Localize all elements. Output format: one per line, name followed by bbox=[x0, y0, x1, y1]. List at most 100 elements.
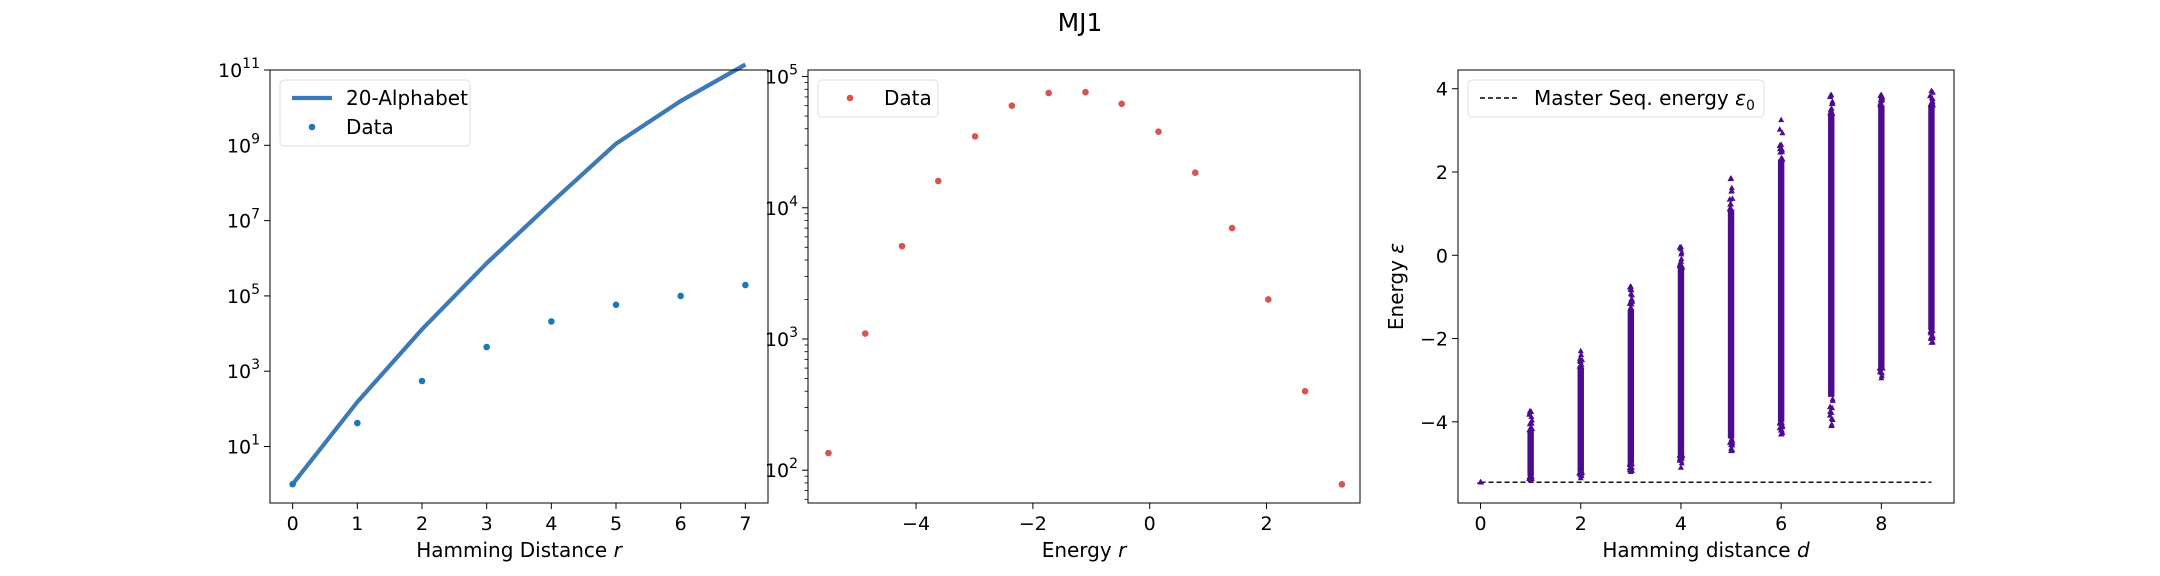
strip-point bbox=[1727, 201, 1734, 207]
strip-point bbox=[1576, 469, 1583, 476]
y-tick-label: 101 bbox=[227, 433, 260, 459]
strip-point bbox=[1729, 439, 1736, 445]
data-point bbox=[548, 318, 555, 325]
data-point bbox=[1264, 296, 1272, 303]
strip-column-d6 bbox=[1776, 116, 1786, 437]
data-point bbox=[934, 177, 942, 185]
legend-label: Data bbox=[346, 115, 394, 139]
strip-core bbox=[1777, 159, 1785, 422]
legend-box bbox=[1467, 79, 1765, 118]
strip-point bbox=[1726, 205, 1733, 212]
strip-extreme bbox=[1928, 87, 1935, 94]
strip-point bbox=[1676, 262, 1683, 269]
axes-frame bbox=[1457, 69, 1955, 504]
x-tick-label: −2 bbox=[1019, 513, 1047, 535]
data-point bbox=[289, 480, 296, 488]
strip-point bbox=[1829, 98, 1836, 104]
x-axis-label: Hamming distance d bbox=[1602, 538, 1810, 562]
data-point bbox=[742, 281, 749, 289]
y-tick-label: 2 bbox=[1436, 162, 1448, 184]
x-tick-label: 2 bbox=[1575, 513, 1587, 535]
legend-box bbox=[817, 79, 939, 118]
strip-point bbox=[1778, 419, 1785, 425]
data-point bbox=[1301, 387, 1309, 395]
data-point bbox=[1082, 88, 1089, 96]
strip-point bbox=[1678, 249, 1685, 255]
data-point bbox=[612, 301, 620, 309]
strip-core bbox=[1727, 209, 1735, 439]
x-tick-label: 0 bbox=[1144, 513, 1156, 535]
legend: 20-Alphabet Data bbox=[279, 79, 471, 147]
strip-extreme bbox=[1728, 447, 1735, 454]
y-tick-label: 103 bbox=[227, 357, 260, 383]
y-tick-label: 4 bbox=[1436, 79, 1448, 101]
data-point bbox=[1191, 169, 1199, 177]
strip-core bbox=[1577, 367, 1584, 472]
strip-core bbox=[1928, 105, 1935, 331]
strip-point bbox=[1877, 99, 1884, 105]
y-tick-label: 105 bbox=[765, 63, 798, 89]
figure-title: MJ1 bbox=[1058, 8, 1103, 37]
strip-point bbox=[1678, 455, 1685, 461]
data-point bbox=[483, 343, 490, 351]
y-tick-label: 102 bbox=[765, 456, 798, 482]
strip-column-d9 bbox=[1926, 87, 1936, 345]
strip-core bbox=[1627, 309, 1635, 464]
strip-extreme bbox=[1728, 174, 1735, 181]
strip-point bbox=[1627, 461, 1634, 468]
strip-point bbox=[1728, 184, 1735, 191]
data-point bbox=[861, 330, 869, 337]
strip-point bbox=[1728, 445, 1735, 451]
strip-extreme bbox=[1527, 408, 1534, 414]
x-tick-label: 8 bbox=[1875, 513, 1887, 535]
strip-point bbox=[1828, 107, 1835, 113]
strip-column-d7 bbox=[1826, 91, 1836, 429]
strip-point bbox=[1779, 129, 1786, 136]
legend-label: Master Seq. energy ε0 bbox=[1534, 86, 1755, 114]
strip-point bbox=[1576, 355, 1583, 361]
strip-point bbox=[1829, 416, 1836, 423]
legend-label: Data bbox=[884, 86, 932, 110]
strip-extreme bbox=[1527, 476, 1534, 483]
strip-point bbox=[1526, 420, 1533, 427]
strip-column-d0 bbox=[1477, 478, 1484, 485]
strip-extreme bbox=[1828, 422, 1835, 429]
strip-point bbox=[1627, 299, 1634, 305]
strip-column-d3 bbox=[1626, 283, 1636, 474]
strip-point bbox=[1777, 427, 1784, 433]
strip-extreme bbox=[1577, 347, 1584, 354]
strip-extreme bbox=[1677, 464, 1684, 470]
data-point bbox=[971, 133, 979, 140]
x-tick-label: 6 bbox=[1775, 513, 1787, 535]
x-tick-label: 5 bbox=[610, 513, 622, 535]
y-tick-label: −4 bbox=[1420, 412, 1448, 434]
strip-point bbox=[1928, 101, 1935, 107]
strip-extreme bbox=[1778, 431, 1785, 437]
legend: Master Seq. energy ε0 bbox=[1467, 79, 1765, 118]
y-tick-label: −2 bbox=[1420, 329, 1448, 351]
strip-point bbox=[1578, 360, 1585, 367]
x-axis-label: Hamming Distance r bbox=[416, 538, 623, 562]
strip-extreme bbox=[1828, 91, 1835, 98]
strip-point bbox=[1878, 372, 1885, 379]
strip-point bbox=[1776, 142, 1783, 148]
y-tick-label: 103 bbox=[765, 325, 798, 351]
strip-point bbox=[1728, 435, 1735, 441]
data-point bbox=[1118, 100, 1125, 108]
strip-point bbox=[1779, 148, 1786, 154]
legend: Data bbox=[817, 79, 939, 118]
strip-point bbox=[1726, 195, 1733, 202]
strip-point bbox=[1878, 364, 1885, 370]
strip-extreme bbox=[1627, 283, 1634, 289]
strip-column-d5 bbox=[1726, 174, 1736, 454]
data-point bbox=[1338, 481, 1346, 488]
strip-column-d4 bbox=[1676, 243, 1686, 470]
data-point bbox=[898, 242, 906, 250]
axes-frame bbox=[269, 69, 769, 504]
strip-point bbox=[1578, 351, 1585, 358]
data-point bbox=[1228, 224, 1236, 232]
strip-point bbox=[1829, 100, 1836, 106]
legend-marker-swatch bbox=[308, 123, 316, 131]
strip-point bbox=[1629, 291, 1636, 298]
legend-label: 20-Alphabet bbox=[346, 86, 468, 110]
